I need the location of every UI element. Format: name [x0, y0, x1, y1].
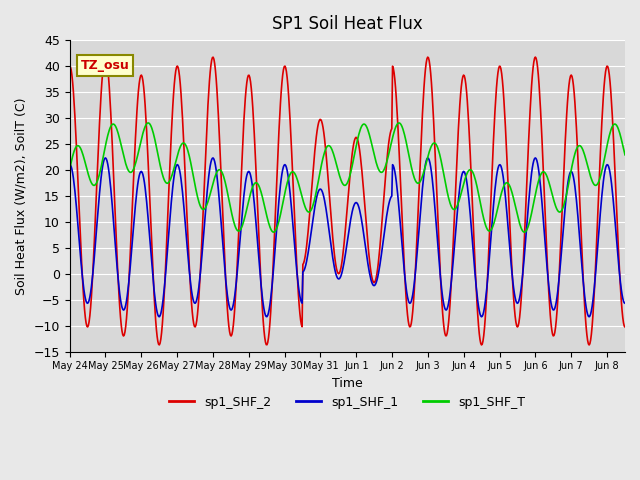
- Title: SP1 Soil Heat Flux: SP1 Soil Heat Flux: [272, 15, 422, 33]
- sp1_SHF_T: [66, 167, 74, 173]
- sp1_SHF_2: [621, 324, 629, 330]
- Line: sp1_SHF_1: sp1_SHF_1: [70, 158, 625, 317]
- sp1_SHF_2: [464, 109, 472, 115]
- Y-axis label: Soil Heat Flux (W/m2), SoilT (C): Soil Heat Flux (W/m2), SoilT (C): [15, 97, 28, 295]
- sp1_SHF_1: [531, 155, 539, 161]
- Text: TZ_osu: TZ_osu: [81, 59, 129, 72]
- sp1_SHF_2: [66, 63, 74, 69]
- sp1_SHF_1: [621, 300, 629, 306]
- Line: sp1_SHF_T: sp1_SHF_T: [70, 123, 625, 232]
- Legend: sp1_SHF_2, sp1_SHF_1, sp1_SHF_T: sp1_SHF_2, sp1_SHF_1, sp1_SHF_T: [164, 391, 531, 414]
- sp1_SHF_T: [621, 152, 629, 158]
- sp1_SHF_1: [68, 167, 76, 172]
- sp1_SHF_T: [143, 120, 151, 126]
- sp1_SHF_2: [531, 54, 539, 60]
- sp1_SHF_1: [303, 259, 310, 264]
- sp1_SHF_2: [324, 168, 332, 174]
- sp1_SHF_1: [464, 189, 472, 194]
- sp1_SHF_T: [479, 213, 487, 218]
- sp1_SHF_1: [324, 216, 332, 222]
- sp1_SHF_1: [477, 314, 485, 320]
- X-axis label: Time: Time: [332, 377, 363, 390]
- sp1_SHF_2: [143, 143, 151, 149]
- sp1_SHF_1: [66, 162, 74, 168]
- sp1_SHF_T: [68, 156, 76, 162]
- Line: sp1_SHF_2: sp1_SHF_2: [70, 57, 625, 345]
- sp1_SHF_2: [68, 72, 76, 78]
- sp1_SHF_1: [586, 314, 593, 320]
- sp1_SHF_2: [586, 342, 593, 348]
- sp1_SHF_1: [143, 207, 151, 213]
- sp1_SHF_T: [270, 229, 278, 235]
- sp1_SHF_T: [304, 209, 312, 215]
- sp1_SHF_2: [477, 342, 485, 348]
- sp1_SHF_T: [466, 167, 474, 173]
- sp1_SHF_T: [144, 120, 152, 126]
- sp1_SHF_T: [325, 143, 333, 148]
- sp1_SHF_2: [303, 243, 310, 249]
